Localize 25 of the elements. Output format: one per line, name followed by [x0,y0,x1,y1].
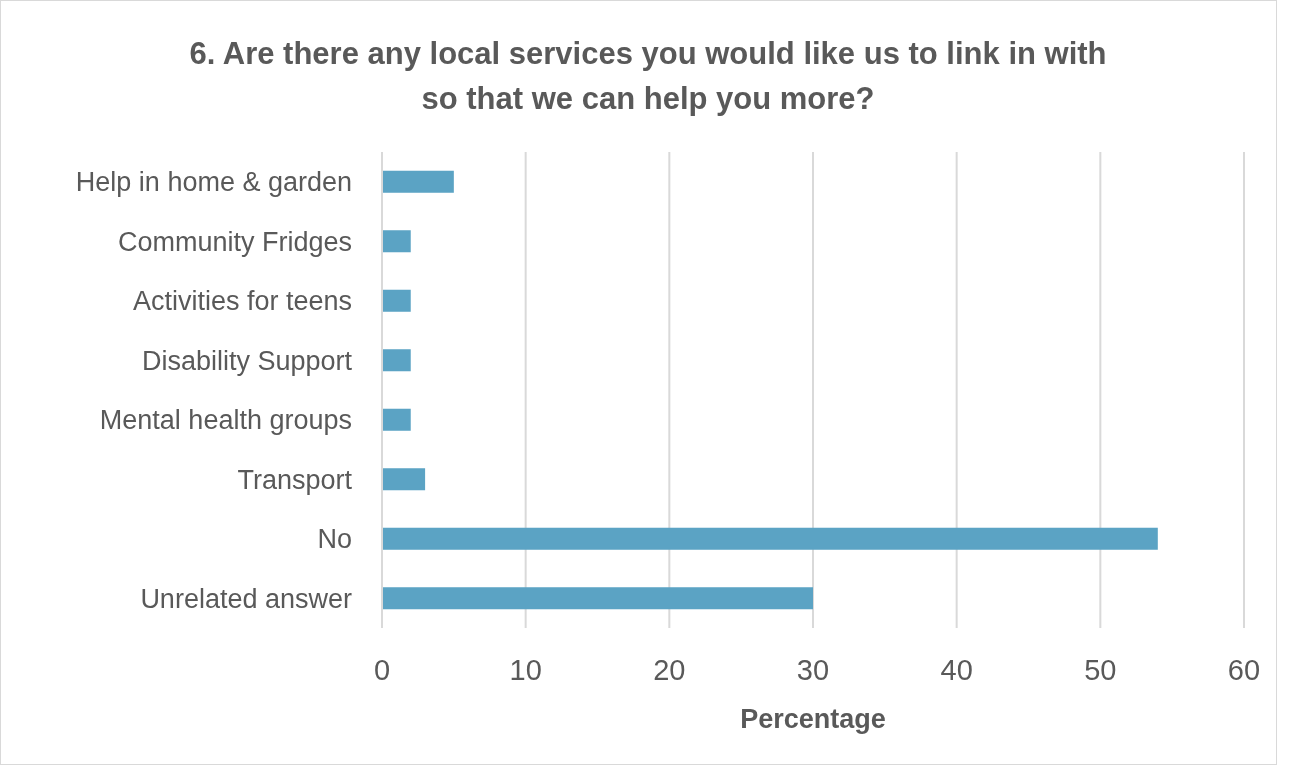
x-tick-label: 50 [1084,654,1117,686]
x-tick-label: 40 [940,654,973,686]
x-tick-label: 20 [653,654,686,686]
bar [382,527,1158,550]
x-axis-title: Percentage [740,704,886,734]
bar [382,349,411,372]
bar [382,170,454,193]
y-tick-label: No [317,524,352,555]
y-tick-label: Activities for teens [132,286,352,317]
x-tick-label: 60 [1227,654,1261,686]
y-tick-label: Mental health groups [99,405,352,436]
chart-title: 6. Are there any local services you would like us to link in with so that we can help you more? [189,36,1107,116]
bar [382,468,426,491]
y-tick-label: Community Fridges [117,226,352,257]
y-tick-label: Transport [237,464,353,495]
x-tick-label: 0 [373,654,391,686]
x-tick-label: 30 [796,654,830,686]
bar [382,289,411,312]
y-tick-label: Disability Support [141,345,353,376]
y-tick-label: Unrelated answer [140,583,352,614]
x-tick-label: 10 [509,654,542,686]
y-tick-label: Help in home & garden [75,167,352,198]
bar [382,587,813,610]
bar [382,408,411,431]
bar [382,230,411,253]
